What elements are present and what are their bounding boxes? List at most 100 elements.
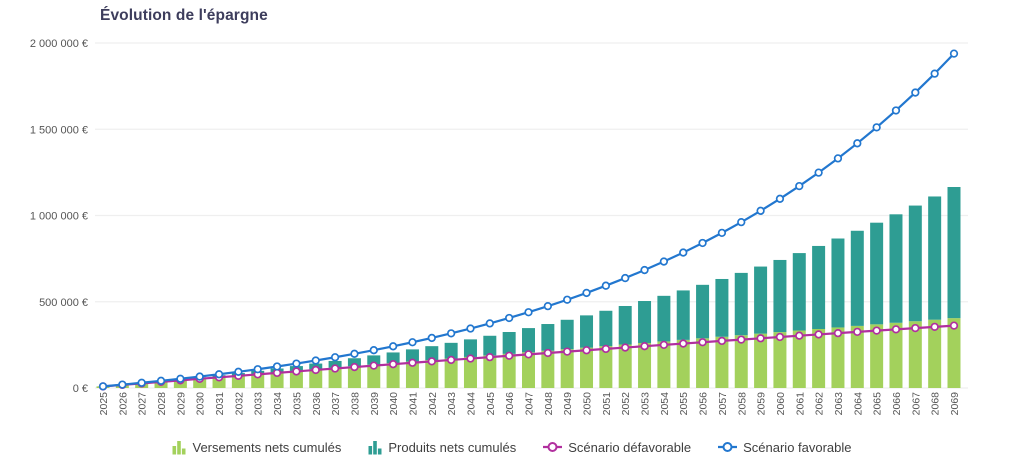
- marker-2067: [911, 88, 920, 97]
- bar-versements-2059: [754, 333, 768, 388]
- bar-versements-2055: [676, 339, 690, 388]
- marker-2048: [543, 348, 552, 358]
- bar-produits-2068: [928, 196, 942, 320]
- marker-2063: [833, 328, 843, 338]
- marker-2053: [640, 342, 649, 351]
- bar-versements-2039: [367, 364, 381, 388]
- marker-2067: [911, 323, 920, 333]
- x-tick-label: 2064: [852, 392, 864, 416]
- bar-versements-2044: [463, 356, 477, 388]
- bar-produits-2062: [812, 245, 826, 330]
- x-tick-label: 2042: [427, 392, 439, 416]
- x-tick-label: 2056: [698, 392, 710, 416]
- marker-2041: [408, 338, 417, 347]
- y-tick-label: 1 000 000 €: [30, 211, 88, 223]
- bar-versements-2056: [696, 338, 710, 388]
- x-tick-label: 2044: [465, 392, 477, 416]
- x-tick-label: 2034: [272, 392, 284, 416]
- marker-2055: [679, 339, 688, 348]
- legend-item-defavorable[interactable]: Scénario défavorable: [543, 440, 691, 455]
- x-tick-label: 2031: [214, 392, 226, 416]
- x-tick-label: 2051: [601, 392, 613, 416]
- bar-produits-2058: [734, 272, 748, 336]
- marker-2062: [814, 168, 823, 177]
- marker-2051: [601, 281, 611, 290]
- x-tick-label: 2033: [253, 392, 265, 416]
- legend-label-defavorable: Scénario défavorable: [568, 439, 692, 455]
- legend-item-versements[interactable]: Versements nets cumulés: [172, 440, 341, 455]
- x-tick-label: 2040: [388, 392, 400, 416]
- marker-2046: [505, 351, 514, 360]
- x-tick-label: 2068: [930, 392, 942, 416]
- bar-versements-2043: [444, 358, 458, 388]
- marker-2033: [253, 365, 262, 374]
- legend-item-produits[interactable]: Produits nets cumulés: [368, 440, 516, 455]
- marker-2052: [621, 273, 630, 283]
- bar-versements-2035: [289, 370, 303, 388]
- bar-produits-2059: [754, 266, 768, 334]
- x-tick-label: 2043: [446, 392, 458, 416]
- x-tick-label: 2053: [640, 392, 652, 416]
- marker-2045: [485, 319, 494, 328]
- bar-versements-2040: [386, 363, 400, 388]
- bar-versements-2032: [231, 375, 245, 388]
- bar-produits-2045: [483, 335, 497, 356]
- marker-2041: [408, 358, 417, 367]
- bar-produits-2060: [773, 259, 787, 333]
- x-tick-label: 2025: [98, 392, 110, 416]
- bar-versements-2045: [483, 355, 497, 388]
- marker-2047: [524, 350, 533, 359]
- marker-2044: [466, 324, 475, 333]
- marker-2065: [872, 326, 881, 335]
- legend-item-favorable[interactable]: Scénario favorable: [718, 439, 852, 455]
- bar-produits-2042: [425, 346, 439, 361]
- bar-produits-2052: [618, 305, 632, 345]
- bar-versements-2060: [773, 332, 787, 388]
- x-tick-label: 2065: [872, 392, 884, 416]
- marker-2061: [795, 331, 804, 340]
- y-axis-tick-labels: 0 € 500 000 € 1 000 000 € 1 500 000 € 2 000 …: [30, 38, 88, 395]
- bar-produits-2055: [676, 290, 690, 340]
- marker-2062: [814, 330, 823, 339]
- x-tick-label: 2050: [582, 392, 594, 416]
- marker-2032: [234, 367, 243, 376]
- bar-versements-2030: [193, 378, 207, 388]
- marker-2038: [350, 349, 359, 358]
- marker-2066: [891, 106, 901, 115]
- bar-versements-2062: [812, 329, 826, 388]
- bar-chart-icon: [172, 440, 186, 454]
- bar-versements-2050: [580, 347, 594, 388]
- marker-2042: [427, 333, 436, 343]
- chart-title: Évolution de l'épargne: [100, 7, 268, 24]
- bar-versements-2058: [734, 335, 748, 388]
- x-tick-label: 2041: [407, 392, 419, 416]
- bars-group: [96, 187, 961, 388]
- marker-2037: [330, 353, 340, 362]
- marker-2069: [949, 49, 959, 58]
- bar-versements-2068: [928, 319, 942, 388]
- x-tick-label: 2052: [620, 392, 632, 416]
- bar-produits-2061: [792, 253, 806, 331]
- legend-label-favorable: Scénario favorable: [743, 439, 852, 455]
- marker-2057: [717, 228, 727, 238]
- marker-2048: [543, 301, 552, 311]
- bar-versements-2066: [889, 322, 903, 388]
- x-tick-label: 2058: [736, 392, 748, 416]
- bar-produits-2039: [367, 355, 381, 365]
- x-tick-label: 2063: [833, 392, 845, 416]
- x-tick-label: 2059: [756, 392, 768, 416]
- marker-2028: [156, 376, 166, 385]
- x-tick-label: 2061: [794, 392, 806, 416]
- bar-produits-2066: [889, 214, 903, 323]
- bar-produits-2046: [502, 332, 516, 354]
- marker-2045: [485, 352, 494, 362]
- y-tick-label: 2 000 000 €: [30, 38, 88, 50]
- marker-2040: [388, 342, 398, 351]
- bar-versements-2049: [560, 349, 574, 388]
- bar-produits-2054: [657, 295, 671, 342]
- y-tick-label: 0 €: [73, 383, 88, 395]
- marker-2056: [698, 338, 707, 347]
- marker-2044: [466, 354, 475, 363]
- x-tick-label: 2026: [117, 392, 129, 416]
- bar-produits-2064: [850, 230, 864, 326]
